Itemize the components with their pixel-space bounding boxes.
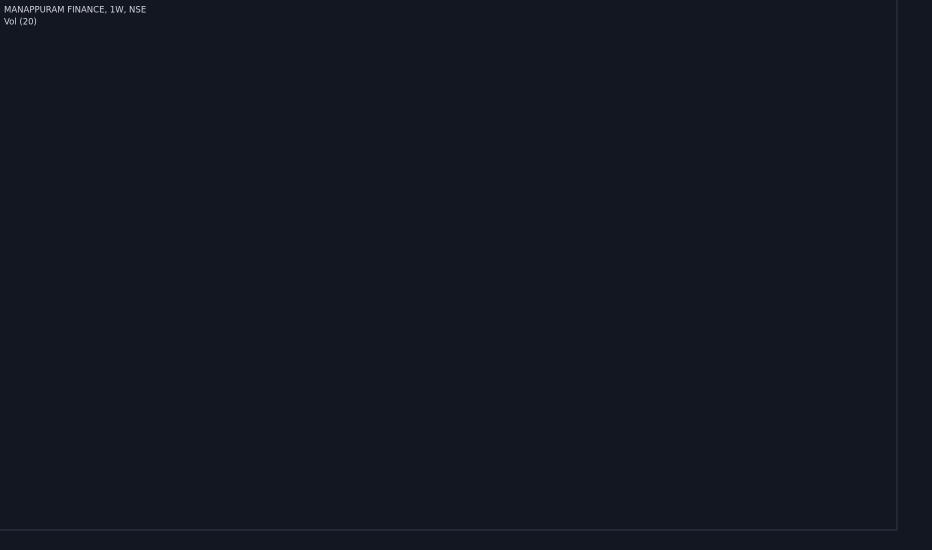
chart-title: MANAPPURAM FINANCE, 1W, NSE [4, 6, 146, 16]
volume-label: Vol (20) [4, 18, 37, 28]
